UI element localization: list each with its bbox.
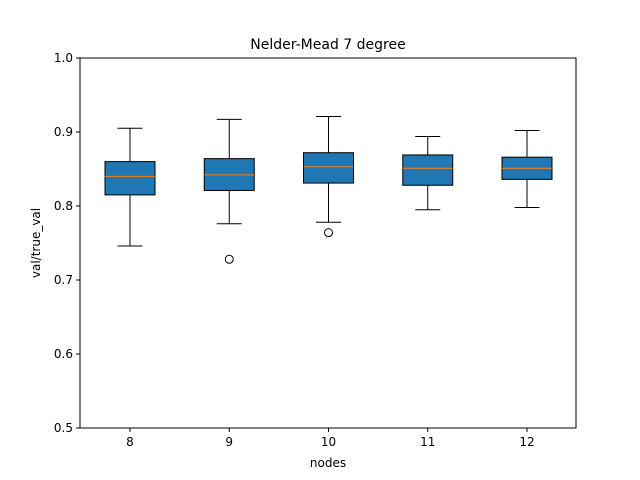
plot-area: 0.5 0.6 0.7 0.8 0.9 1.0 8 9 10 11 12: [54, 51, 553, 449]
y-tick-label: 0.9: [54, 125, 73, 139]
y-axis-label: val/true_val: [29, 208, 43, 278]
y-tick-label: 1.0: [54, 51, 73, 65]
x-tick-label: 11: [420, 435, 435, 449]
axes-frame: [79, 57, 577, 429]
box-iqr-11: [402, 154, 454, 186]
x-axis-label: nodes: [310, 456, 346, 470]
chart-title: Nelder-Mead 7 degree: [250, 37, 405, 53]
x-tick-label: 8: [126, 435, 134, 449]
box-iqr-8: [104, 161, 156, 196]
outlier-point: [324, 228, 333, 238]
outlier-point: [224, 254, 234, 264]
box-iqr-10: [303, 152, 354, 184]
x-tick-label: 12: [519, 435, 534, 449]
y-tick-label: 0.5: [54, 421, 73, 435]
y-tick-label: 0.6: [54, 347, 73, 361]
y-tick-label: 0.8: [54, 199, 73, 213]
x-tick-label: 9: [225, 435, 233, 449]
x-tick-label: 10: [321, 435, 336, 449]
y-tick-label: 0.7: [54, 273, 73, 287]
